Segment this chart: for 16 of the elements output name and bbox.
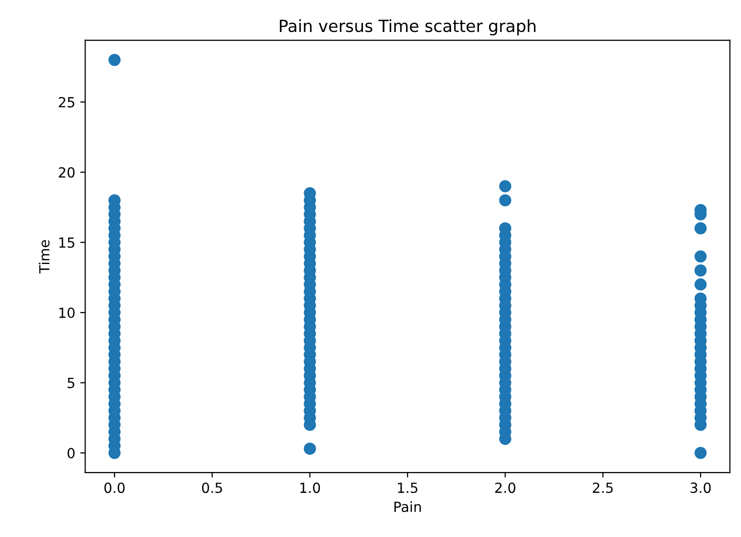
x-tick-label: 3.0 (690, 482, 711, 494)
x-tick-label: 0.0 (104, 482, 125, 494)
y-axis-title: Time (38, 240, 50, 274)
x-tick-label: 0.5 (202, 482, 222, 494)
y-tick-label: 10 (59, 308, 75, 318)
y-tick-label: 5 (68, 378, 74, 388)
x-tick-label: 2.5 (592, 482, 613, 494)
y-tick-label: 15 (59, 238, 74, 248)
x-tick-label: 2.0 (495, 482, 516, 494)
y-tick-label: 20 (58, 167, 75, 178)
y-tick-label: 0 (68, 448, 75, 458)
x-axis-title: Pain (394, 501, 421, 512)
x-tick-label: 1.0 (300, 482, 320, 494)
x-tick-label: 1.5 (398, 482, 418, 494)
y-tick-label: 25 (58, 97, 74, 108)
chart-title: Pain versus Time scatter graph (280, 19, 536, 36)
